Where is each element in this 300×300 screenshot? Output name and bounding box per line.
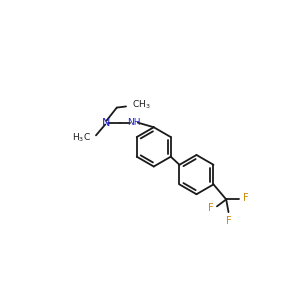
Text: F: F [243,193,248,203]
Text: F: F [208,202,213,212]
Text: CH$_3$: CH$_3$ [132,98,150,111]
Text: NH: NH [128,118,141,127]
Text: H$_3$C: H$_3$C [72,131,91,144]
Text: F: F [226,216,231,226]
Text: N: N [102,118,111,128]
